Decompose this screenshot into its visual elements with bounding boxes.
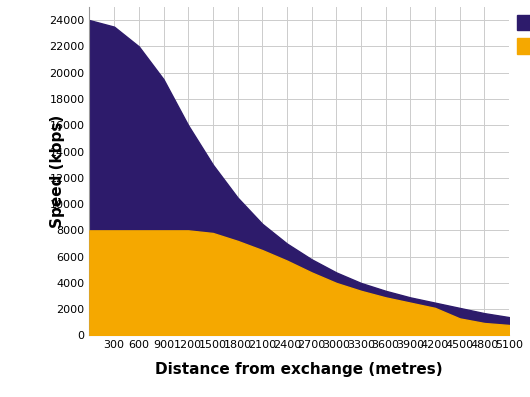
Text: Speed (kbps): Speed (kbps) [50,115,65,228]
Text: Distance from exchange (metres): Distance from exchange (metres) [155,362,443,377]
Legend: ADSL2+, ADSL1: ADSL2+, ADSL1 [517,15,530,54]
